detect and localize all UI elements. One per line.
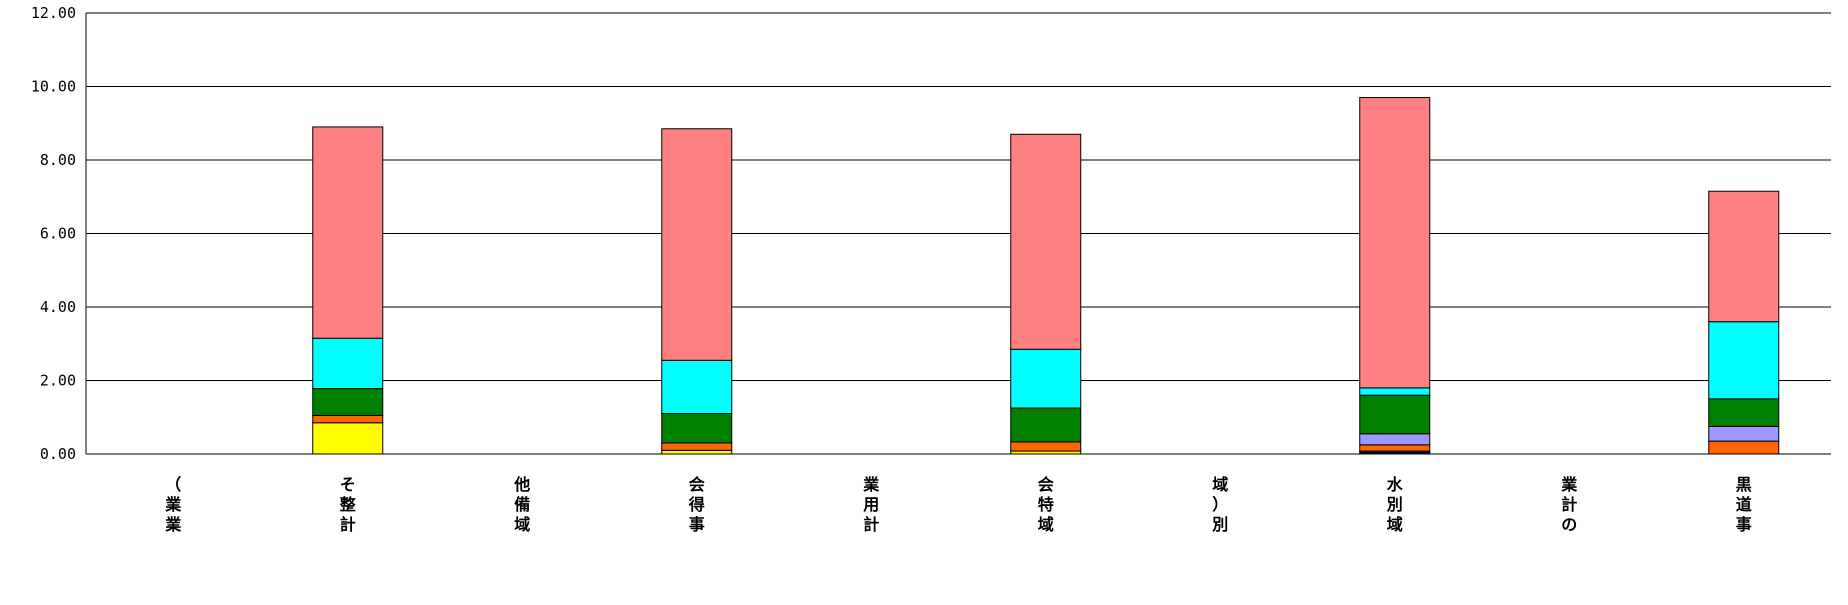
bar-segment bbox=[661, 413, 733, 444]
y-axis-tick-labels: 0.00 2.00 4.00 6.00 8.00 10.00 12.00 bbox=[31, 4, 76, 463]
bar-segment bbox=[1359, 444, 1431, 452]
bar-segment bbox=[1708, 398, 1780, 427]
y-tick-label: 12.00 bbox=[31, 4, 76, 22]
y-tick-label: 8.00 bbox=[40, 151, 76, 169]
bar-segment bbox=[312, 422, 384, 455]
bar-segment bbox=[312, 414, 384, 424]
x-axis-category-labels: （業業 そ整計 他備域 会得事 業用計 会特域 域）別 水別域 業計の 黒道事 bbox=[164, 475, 1752, 534]
x-category-label: 業計の bbox=[1560, 475, 1578, 534]
bar-segment bbox=[1010, 348, 1082, 409]
bar-segment bbox=[1359, 387, 1431, 396]
y-tick-label: 10.00 bbox=[31, 78, 76, 96]
bar-segment bbox=[1708, 440, 1780, 455]
bar-segment bbox=[1359, 97, 1431, 389]
bar-segment bbox=[312, 388, 384, 416]
x-category-label: そ整計 bbox=[339, 475, 356, 534]
bar-segment bbox=[1708, 190, 1780, 323]
x-category-label: 会得事 bbox=[688, 475, 705, 534]
bar-segment bbox=[1708, 425, 1780, 442]
bar-segment bbox=[1359, 394, 1431, 435]
x-category-label: 水別域 bbox=[1387, 475, 1404, 534]
bar-segment bbox=[1359, 433, 1431, 446]
x-category-label: 域）別 bbox=[1212, 475, 1228, 534]
x-category-label: 業用計 bbox=[862, 475, 880, 534]
bar-segment bbox=[661, 442, 733, 451]
x-category-label: 他備域 bbox=[513, 475, 530, 534]
bars bbox=[312, 97, 1780, 455]
bar-segment bbox=[661, 128, 733, 361]
x-category-label: 会特域 bbox=[1038, 475, 1054, 534]
bar-segment bbox=[661, 359, 733, 415]
y-tick-label: 0.00 bbox=[40, 445, 76, 463]
y-tick-label: 2.00 bbox=[40, 372, 76, 390]
bar-segment bbox=[312, 126, 384, 339]
bar-segment bbox=[1010, 441, 1082, 452]
axes bbox=[85, 13, 1831, 455]
bar-segment bbox=[312, 337, 384, 390]
bar-segment bbox=[661, 449, 733, 455]
y-tick-label: 6.00 bbox=[40, 225, 76, 243]
bar-segment bbox=[1010, 133, 1082, 350]
y-tick-label: 4.00 bbox=[40, 298, 76, 316]
bar-segment bbox=[1010, 407, 1082, 443]
bar-segment bbox=[1708, 321, 1780, 400]
x-category-label: 黒道事 bbox=[1736, 475, 1752, 534]
x-category-label: （業業 bbox=[164, 475, 182, 534]
